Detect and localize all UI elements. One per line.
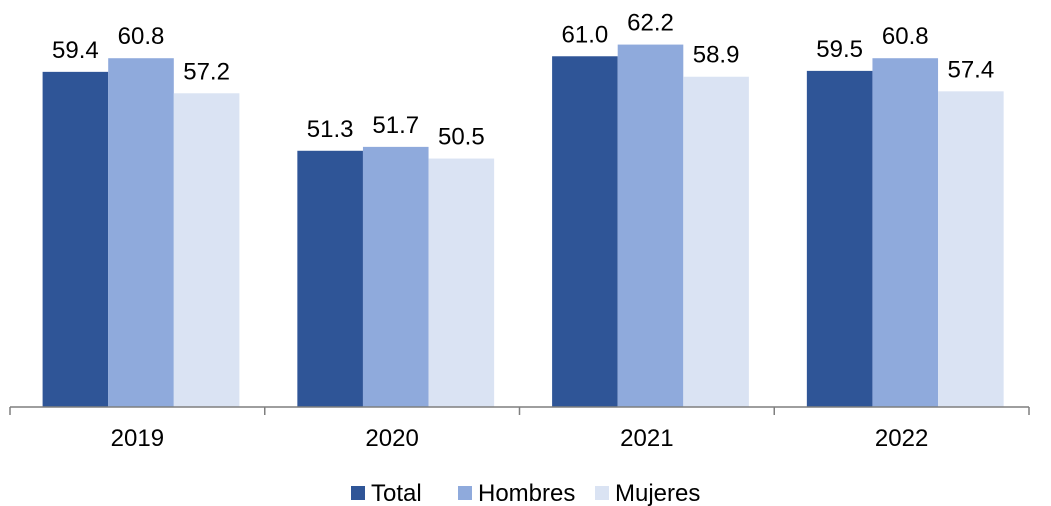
bar-total-2020: [297, 150, 363, 407]
bar-hombres-2020: [362, 146, 429, 407]
bar-mujeres-2020: [428, 158, 495, 407]
data-label-mujeres-2020: 50.5: [438, 124, 485, 151]
x-tick-labels: 2019 2020 2021 2022: [111, 425, 929, 452]
x-tick-label-2021: 2021: [620, 425, 673, 452]
x-tick-label-2020: 2020: [365, 425, 418, 452]
data-label-total-2020: 51.3: [307, 116, 354, 143]
data-label-mujeres-2021: 58.9: [693, 42, 740, 69]
data-label-hombres-2019: 60.8: [118, 23, 165, 50]
data-label-total-2019: 59.4: [52, 37, 99, 64]
legend-label-hombres: Hombres: [478, 480, 575, 506]
data-label-hombres-2021: 62.2: [627, 10, 674, 37]
data-label-mujeres-2022: 57.4: [947, 56, 994, 83]
bar-total-2021: [552, 56, 618, 408]
x-tick-label-2019: 2019: [111, 425, 164, 452]
data-label-total-2022: 59.5: [816, 36, 863, 63]
x-axis: [9, 406, 1030, 415]
data-label-hombres-2020: 51.7: [372, 112, 419, 139]
bar-mujeres-2021: [683, 76, 749, 407]
bar-total-2022: [806, 70, 873, 407]
legend-label-total: Total: [371, 480, 422, 506]
bar-hombres-2019: [108, 58, 174, 407]
bar-mujeres-2019: [173, 93, 240, 407]
data-label-hombres-2022: 60.8: [882, 23, 929, 50]
bar-hombres-2021: [617, 44, 684, 407]
legend-swatch-total: [351, 486, 365, 500]
legend: Total Hombres Mujeres: [351, 480, 700, 506]
legend-label-mujeres: Mujeres: [615, 480, 700, 506]
bar-total-2019: [42, 71, 109, 407]
data-label-total-2021: 61.0: [562, 21, 609, 48]
bar-hombres-2022: [872, 58, 939, 407]
legend-swatch-mujeres: [595, 486, 609, 500]
data-label-mujeres-2019: 57.2: [183, 58, 230, 85]
bar-mujeres-2022: [938, 91, 1004, 407]
bars-layer: [42, 44, 1004, 408]
data-labels-layer: 59.4 60.8 57.2 51.3 51.7 50.5 61.0 62.2 58.9 59.5…: [52, 10, 994, 151]
x-tick-label-2022: 2022: [875, 425, 928, 452]
legend-swatch-hombres: [458, 486, 472, 500]
